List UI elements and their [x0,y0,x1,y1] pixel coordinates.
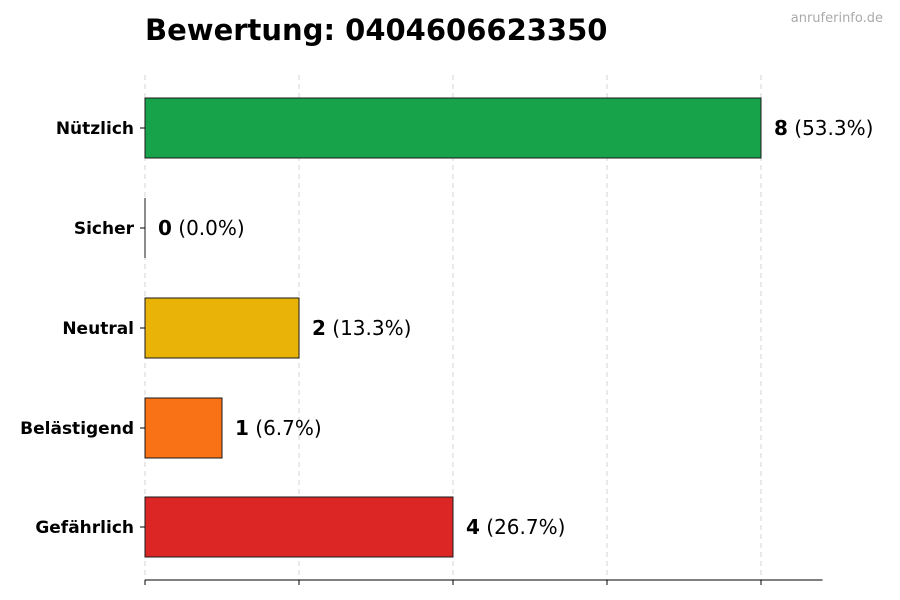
value-label: 2 (13.3%) [312,316,411,340]
value-label: 4 (26.7%) [466,515,565,539]
value-percent: (53.3%) [788,116,874,140]
value-percent: (0.0%) [172,216,245,240]
value-label: 0 (0.0%) [158,216,245,240]
value-labels: 8 (53.3%) 0 (0.0%) 2 (13.3%) 1 (6.7%) 4 (26.… [158,116,873,539]
category-label: Gefährlich [35,518,134,538]
value-count: 4 [466,515,480,539]
chart-title: Bewertung: 0404606623350 [145,13,607,47]
category-label: Nützlich [56,119,134,139]
value-count: 0 [158,216,172,240]
value-label: 8 (53.3%) [774,116,873,140]
category-label: Belästigend [20,419,134,439]
bar [144,496,454,558]
bars [144,97,762,558]
value-count: 1 [235,416,249,440]
category-label: Neutral [62,319,134,339]
watermark: anruferinfo.de [791,11,883,26]
value-label: 1 (6.7%) [235,416,322,440]
category-labels: Nützlich Sicher Neutral Belästigend Gefährli… [20,119,134,538]
value-count: 2 [312,316,326,340]
value-count: 8 [774,116,788,140]
value-percent: (26.7%) [480,515,566,539]
bar [144,397,223,459]
value-percent: (13.3%) [326,316,412,340]
axes [140,127,823,585]
value-percent: (6.7%) [249,416,322,440]
bar [144,97,762,159]
category-label: Sicher [74,219,135,239]
bar [144,297,300,359]
